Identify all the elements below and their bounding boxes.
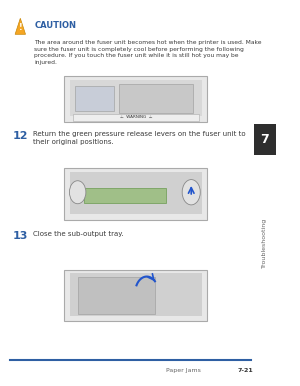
Bar <box>70 172 202 214</box>
Bar <box>119 84 194 113</box>
Circle shape <box>69 181 86 204</box>
Text: 13: 13 <box>12 230 28 240</box>
Bar <box>84 188 166 203</box>
Bar <box>64 76 207 122</box>
Text: The area around the fuser unit becomes hot when the printer is used. Make
sure t: The area around the fuser unit becomes h… <box>34 40 262 65</box>
Polygon shape <box>15 18 26 34</box>
Text: CAUTION: CAUTION <box>34 20 76 30</box>
Bar <box>73 113 199 120</box>
Text: Troubleshooting: Troubleshooting <box>262 218 267 268</box>
Bar <box>64 168 207 220</box>
Bar <box>76 86 114 111</box>
Bar <box>78 277 155 314</box>
Text: Paper Jams: Paper Jams <box>166 368 201 373</box>
Text: !: ! <box>19 22 22 32</box>
Bar <box>64 270 207 322</box>
Text: ⚠  WARNING  ⚠: ⚠ WARNING ⚠ <box>120 115 152 119</box>
FancyBboxPatch shape <box>254 124 276 155</box>
Text: 7: 7 <box>260 133 269 146</box>
Bar <box>70 273 202 316</box>
Text: Return the green pressure release levers on the fuser unit to
their original pos: Return the green pressure release levers… <box>33 130 246 145</box>
Text: Close the sub-output tray.: Close the sub-output tray. <box>33 230 124 237</box>
Text: 7-21: 7-21 <box>237 368 253 373</box>
Text: 12: 12 <box>12 130 28 141</box>
Bar <box>70 80 202 116</box>
Circle shape <box>182 179 200 205</box>
